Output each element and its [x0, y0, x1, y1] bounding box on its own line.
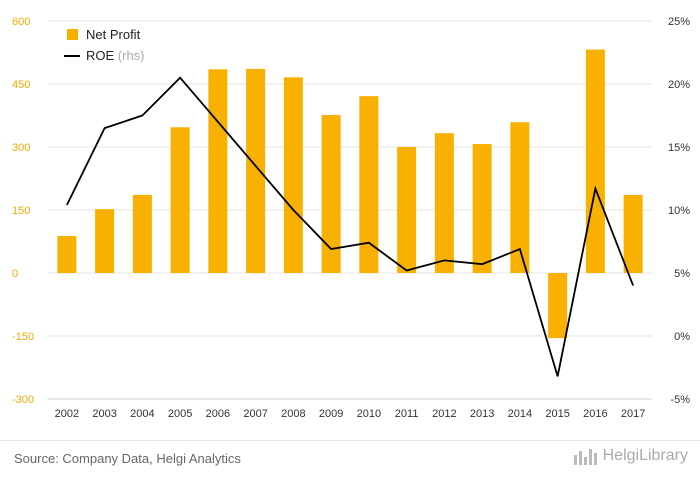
x-tick-label: 2006: [206, 408, 230, 420]
bar-net-profit: [548, 273, 568, 339]
bar-net-profit: [132, 194, 152, 273]
library-icon: [573, 447, 597, 465]
bar-net-profit: [585, 49, 605, 274]
y-left-tick-label: 0: [12, 268, 18, 280]
y-left-tick-label: 150: [12, 205, 30, 217]
y-right-tick-label: 5%: [674, 268, 690, 280]
y-left-tick-label: -300: [12, 394, 34, 406]
legend-swatch-net-profit: [67, 29, 78, 40]
y-right-tick-label: 0%: [674, 331, 690, 343]
x-tick-label: 2008: [281, 408, 305, 420]
x-tick-label: 2015: [545, 408, 569, 420]
x-tick-label: 2010: [357, 408, 381, 420]
bar-net-profit: [510, 122, 530, 273]
x-tick-label: 2004: [130, 408, 154, 420]
x-tick-label: 2014: [508, 408, 532, 420]
y-left-tick-label: -150: [12, 331, 34, 343]
legend-label-roe-suffix: (rhs): [118, 48, 145, 63]
bar-net-profit: [397, 147, 417, 273]
y-right-tick-label: 20%: [668, 79, 690, 91]
bar-net-profit: [57, 236, 77, 273]
x-tick-label: 2002: [55, 408, 79, 420]
y-right-tick-label: 10%: [668, 205, 690, 217]
y-left-tick-label: 450: [12, 79, 30, 91]
bar-net-profit: [95, 209, 115, 273]
bar-net-profit: [623, 194, 643, 273]
bar-net-profit: [359, 96, 379, 274]
bar-net-profit: [208, 69, 228, 273]
source-text: Source: Company Data, Helgi Analytics: [14, 451, 241, 466]
x-tick-label: 2009: [319, 408, 343, 420]
bar-net-profit: [170, 127, 190, 273]
chart-svg: 600 450 300 150 0 -150 -300 25% 20% 15% 10% 5% 0% -5%…: [12, 16, 690, 420]
logo-text: HelgiLibrary: [602, 447, 688, 464]
y-left-tick-label: 300: [12, 142, 30, 154]
x-tick-label: 2003: [92, 408, 116, 420]
x-tick-label: 2013: [470, 408, 494, 420]
y-right-tick-label: 15%: [668, 142, 690, 154]
x-tick-label: 2012: [432, 408, 456, 420]
x-tick-label: 2007: [243, 408, 267, 420]
bar-net-profit: [283, 77, 303, 273]
y-left-tick-label: 600: [12, 16, 30, 28]
x-tick-label: 2016: [583, 408, 607, 420]
x-tick-label: 2017: [621, 408, 645, 420]
y-right-tick-label: 25%: [668, 16, 690, 28]
bar-net-profit: [321, 115, 341, 273]
legend-label-net-profit: Net Profit: [86, 27, 141, 42]
helgi-library-logo: HelgiLibrary: [573, 447, 688, 465]
y-right-tick-label: -5%: [670, 394, 690, 406]
bar-net-profit: [434, 133, 454, 273]
footer-divider: [0, 440, 700, 441]
x-tick-label: 2005: [168, 408, 192, 420]
legend-label-roe: ROE (rhs): [86, 48, 145, 63]
bar-net-profit: [472, 144, 492, 273]
bar-net-profit: [246, 68, 266, 273]
x-tick-label: 2011: [395, 408, 419, 420]
roe-line: [66, 76, 634, 377]
